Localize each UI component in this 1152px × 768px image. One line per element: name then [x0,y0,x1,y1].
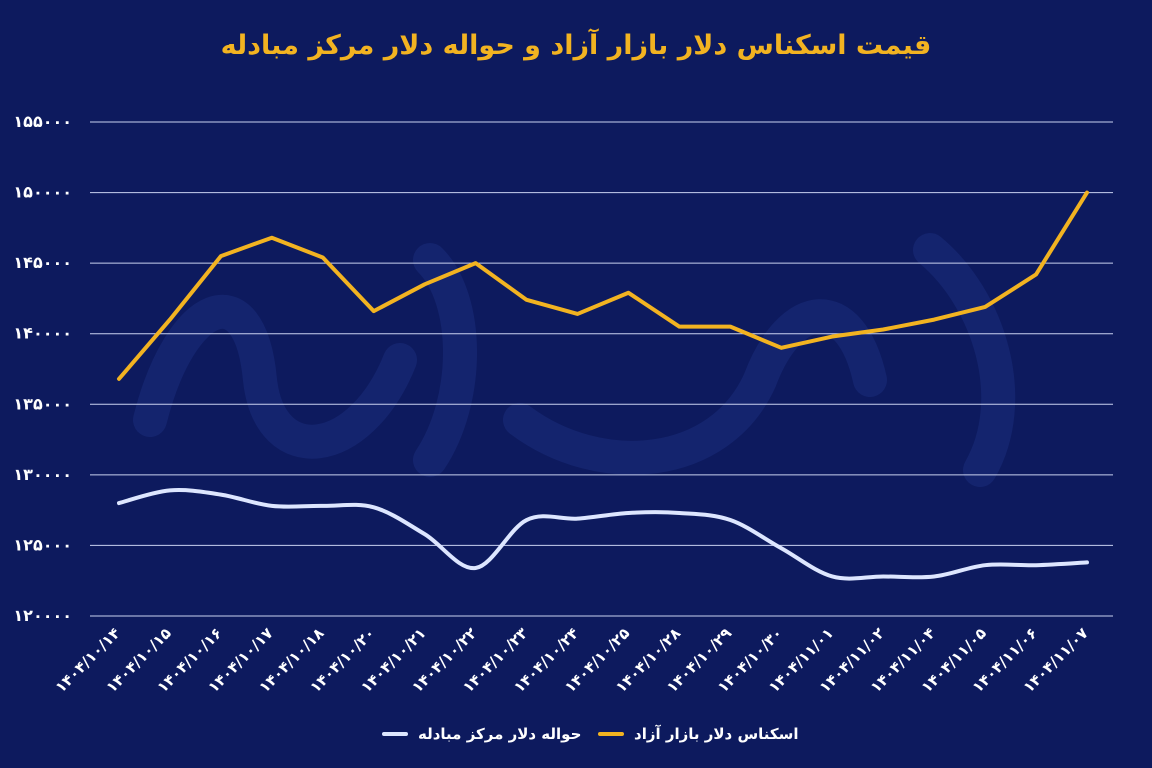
y-axis-labels: ۱۲۰۰۰۰ ۱۲۵۰۰۰ ۱۳۰۰۰۰ ۱۳۵۰۰۰ ۱۴۰۰۰۰ ۱۴۵۰۰۰ ۱۵۰۰… [13,112,72,625]
series-lines [117,190,1089,581]
legend-label-free-market: اسکناس دلار بازار آزاد [634,725,799,743]
y-tick-label: ۱۳۵۰۰۰ [13,394,72,413]
y-tick-label: ۱۵۰۰۰۰ [13,183,72,202]
x-axis-labels: ۱۴۰۴/۱۰/۱۴۱۴۰۴/۱۰/۱۵۱۴۰۴/۱۰/۱۶۱۴۰۴/۱۰/۱۷… [52,624,1092,696]
y-tick-label: ۱۳۰۰۰۰ [13,465,72,484]
y-tick-label: ۱۴۰۰۰۰ [13,324,72,343]
legend-swatch-exchange-center [382,732,408,736]
series-line-exchange-center [117,488,1089,581]
legend-swatch-free-market [598,732,624,736]
series-line-free-market [117,190,1089,381]
legend-item-exchange-center: حواله دلار مرکز مبادله [382,722,581,746]
legend-label-exchange-center: حواله دلار مرکز مبادله [418,725,582,743]
chart-title: قیمت اسکناس دلار بازار آزاد و حواله دلار… [220,30,932,61]
y-tick-label: ۱۲۰۰۰۰ [13,606,72,625]
legend-item-free-market: اسکناس دلار بازار آزاد [598,722,799,746]
y-tick-label: ۱۲۵۰۰۰ [13,535,72,554]
line-chart: ۱۲۰۰۰۰ ۱۲۵۰۰۰ ۱۳۰۰۰۰ ۱۳۵۰۰۰ ۱۴۰۰۰۰ ۱۴۵۰۰۰ ۱۵۰۰… [13,112,1113,696]
y-tick-label: ۱۵۵۰۰۰ [13,112,72,131]
watermark-logo [133,233,1016,487]
gridlines [90,121,1113,617]
y-tick-label: ۱۴۵۰۰۰ [13,253,72,272]
